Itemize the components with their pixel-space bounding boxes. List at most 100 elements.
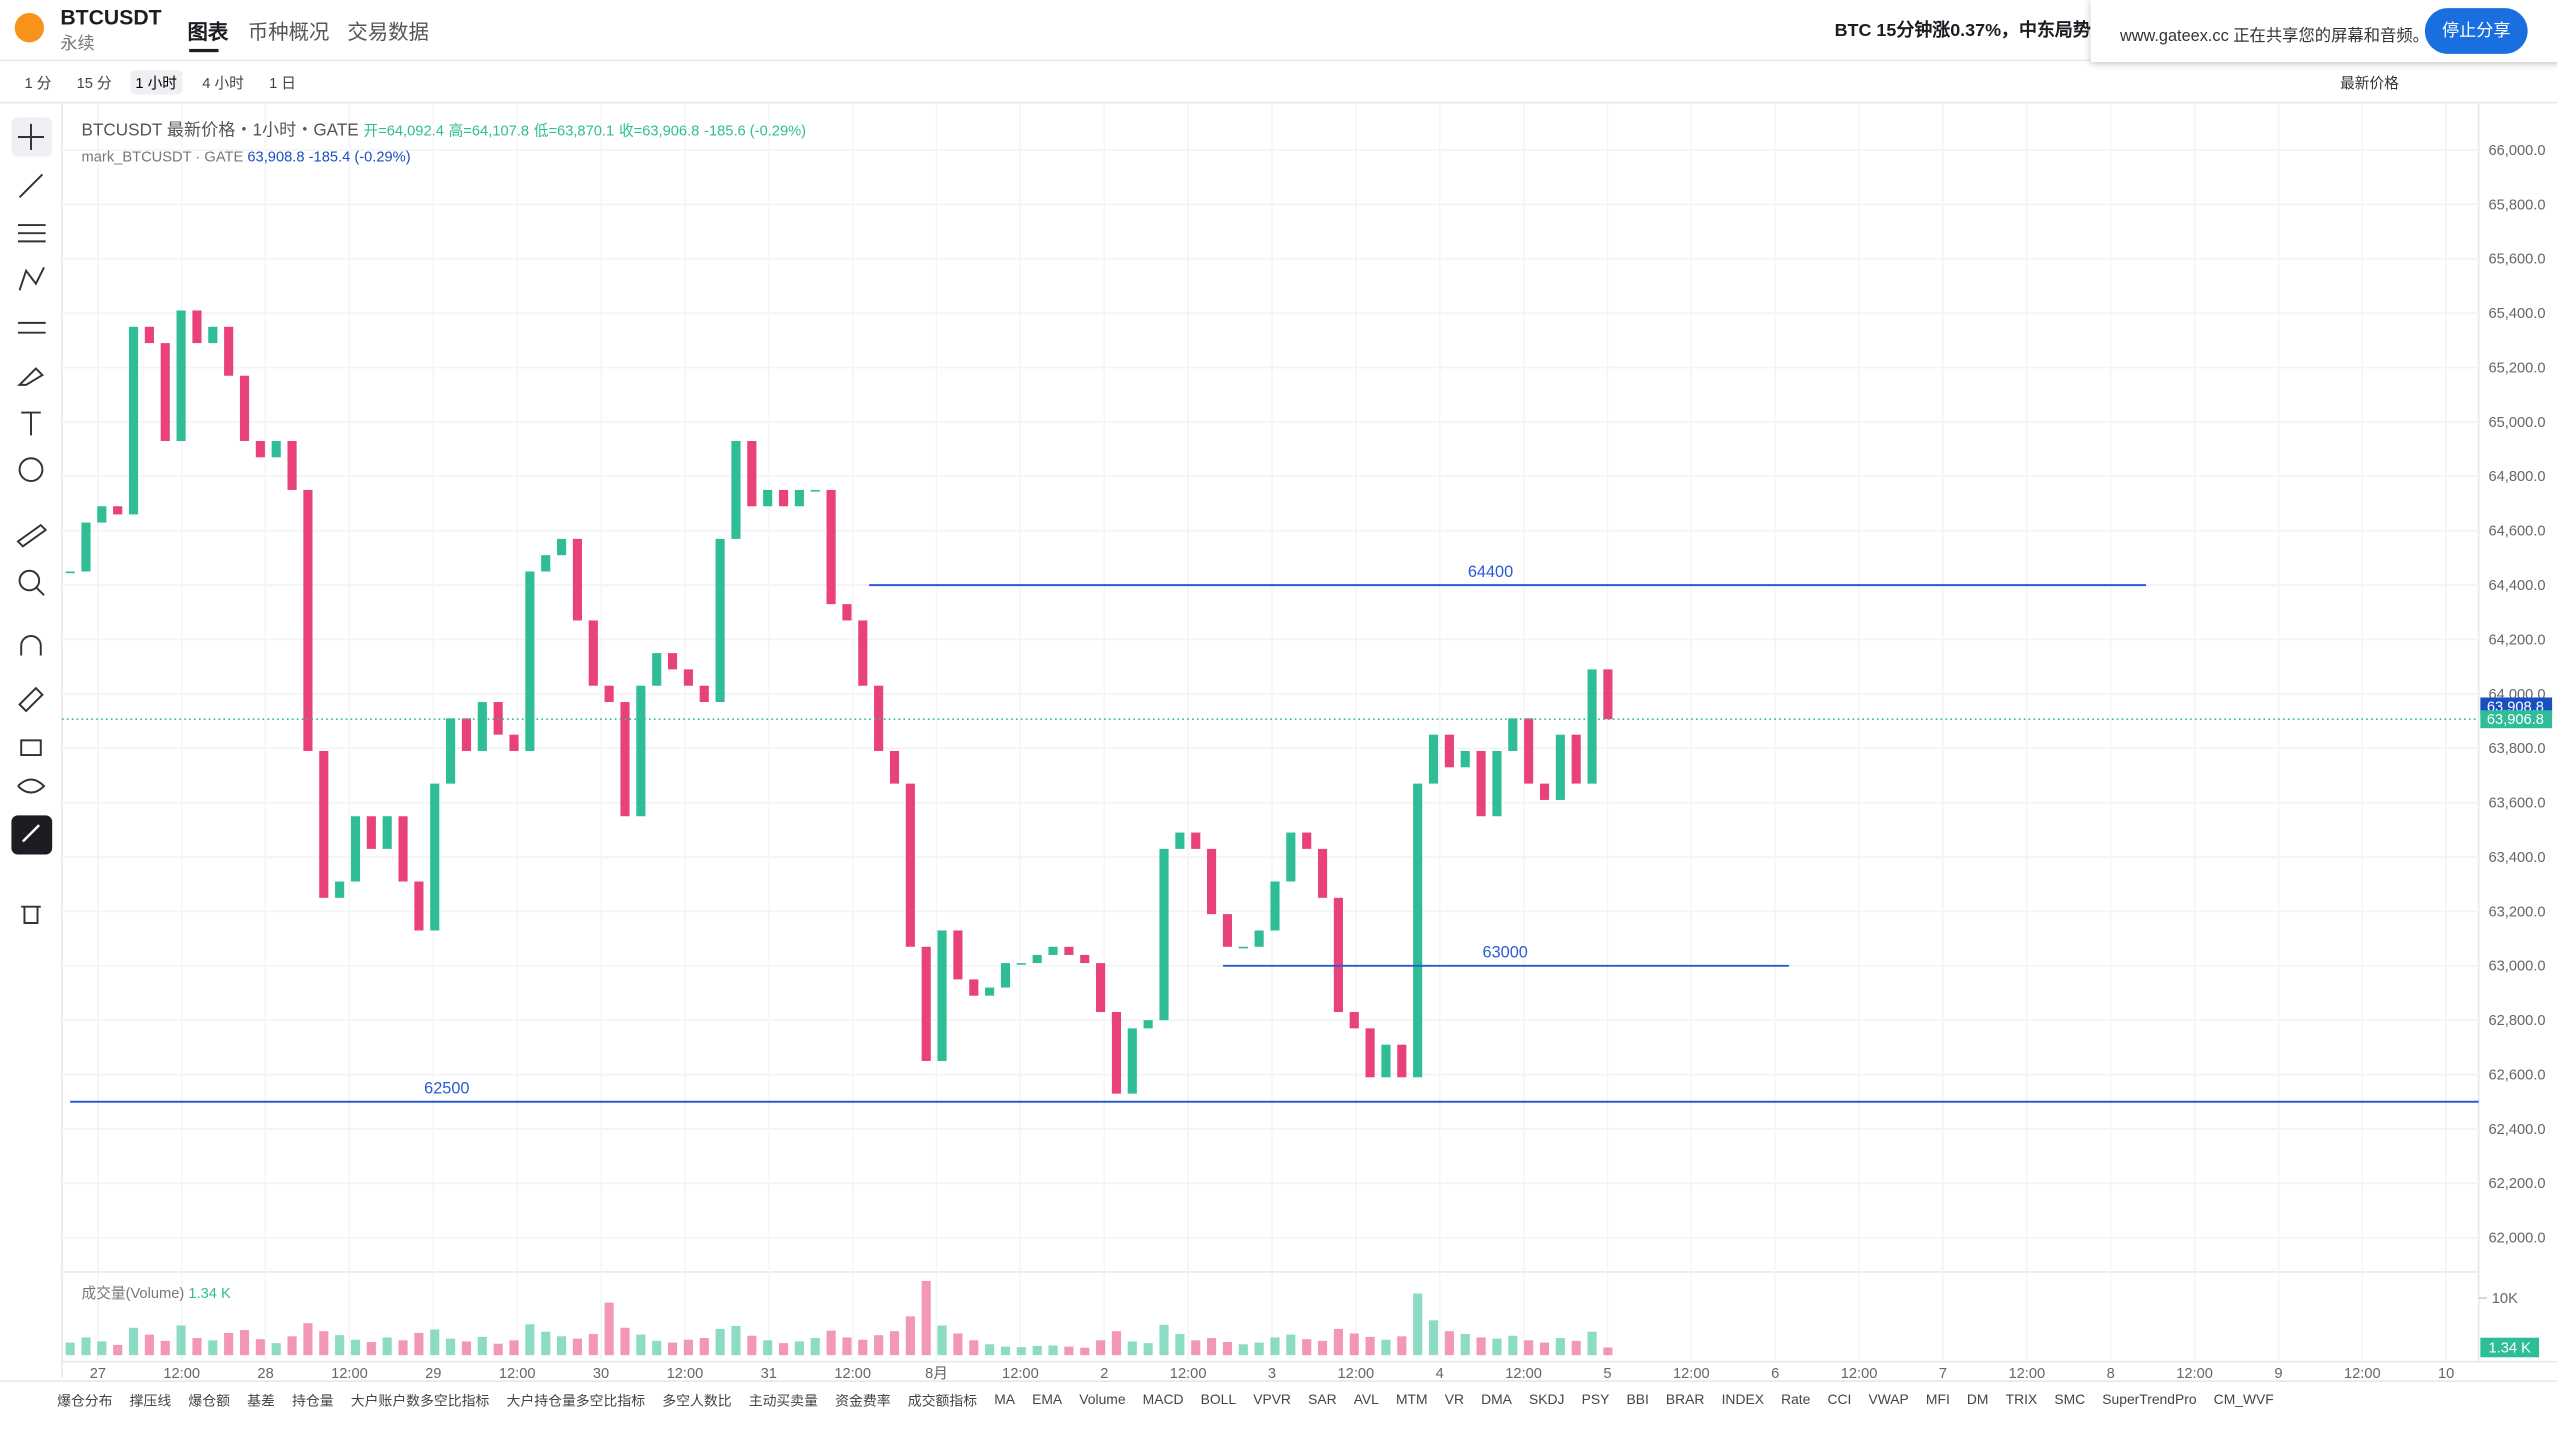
indicator-tab[interactable]: 撑压线 <box>129 1392 172 1409</box>
indicator-tab[interactable]: Rate <box>1781 1391 1811 1408</box>
indicator-tab[interactable]: VPVR <box>1253 1391 1291 1408</box>
volume-bar <box>826 1330 836 1356</box>
candle <box>398 816 408 882</box>
candle <box>826 489 836 605</box>
volume-bar <box>1096 1340 1106 1356</box>
candle <box>461 718 472 751</box>
volume-bar <box>1444 1331 1454 1356</box>
legend-title: BTCUSDT 最新价格・1小时・GATE <box>81 120 359 141</box>
legend-change: -185.6 (-0.29%) <box>704 122 807 139</box>
y-tick-label: 65,600.0 <box>2489 252 2546 268</box>
volume-bar <box>319 1331 329 1356</box>
candle <box>1032 954 1042 964</box>
volume-bar <box>1349 1333 1359 1356</box>
legend: BTCUSDT 最新价格・1小时・GATE 开=64,092.4 高=64,10… <box>82 117 807 141</box>
volume-bar <box>810 1338 820 1356</box>
price-type[interactable]: 最新价格 <box>2340 75 2399 92</box>
y-tick-label: 62,400.0 <box>2489 1122 2546 1138</box>
indicator-tab[interactable]: EMA <box>1032 1391 1063 1408</box>
indicator-tab[interactable]: 基差 <box>247 1392 275 1409</box>
volume-bar <box>1555 1338 1565 1356</box>
volume-bar <box>699 1338 709 1356</box>
tab[interactable]: 交易数据 <box>347 21 429 45</box>
indicator-tab[interactable]: MTM <box>1396 1391 1428 1408</box>
x-tick-label: 28 <box>257 1366 273 1382</box>
candle <box>477 702 487 751</box>
x-tick-label: 10 <box>2438 1366 2454 1382</box>
stop-share-button[interactable]: 停止分享 <box>2424 8 2528 54</box>
indicator-tab[interactable]: DMA <box>1481 1391 1512 1408</box>
candle <box>493 702 503 735</box>
volume-bar <box>557 1336 567 1356</box>
indicator-tab[interactable]: SMC <box>2054 1391 2086 1408</box>
volume-bar <box>271 1343 281 1356</box>
volume-bar <box>81 1337 91 1356</box>
x-tick-label: 9 <box>2274 1366 2282 1382</box>
indicator-tab[interactable]: BOLL <box>1200 1391 1237 1408</box>
volume-bar <box>430 1329 440 1356</box>
volume-bar <box>715 1328 725 1356</box>
indicator-tab[interactable]: CCI <box>1827 1391 1852 1408</box>
indicator-tab[interactable]: 爆仓分布 <box>57 1392 113 1409</box>
symbol[interactable]: BTCUSDT <box>60 4 162 30</box>
candle <box>1397 1044 1407 1078</box>
volume-bar <box>636 1334 646 1356</box>
indicator-tab[interactable]: AVL <box>1353 1391 1379 1408</box>
indicator-tab[interactable]: PSY <box>1581 1391 1610 1408</box>
interval[interactable]: 15 分 <box>76 75 112 92</box>
indicator-tab[interactable]: BRAR <box>1665 1391 1705 1408</box>
candle <box>1016 963 1026 965</box>
news[interactable]: BTC 15分钟涨0.37%，中东局势持 <box>1834 21 2109 41</box>
volume-bar <box>160 1340 170 1356</box>
candle <box>1444 734 1454 768</box>
candle <box>144 326 154 344</box>
x-tick-label: 12:00 <box>331 1366 368 1382</box>
indicator-tab[interactable]: 多空人数比 <box>662 1392 732 1409</box>
indicator-tab[interactable]: TRIX <box>2005 1391 2038 1408</box>
indicator-tab[interactable]: 资金费率 <box>835 1392 891 1409</box>
interval[interactable]: 1 日 <box>269 75 297 92</box>
interval[interactable]: 1 小时 <box>130 70 182 95</box>
indicator-tab[interactable]: SKDJ <box>1529 1391 1565 1408</box>
indicator-tab[interactable]: 主动买卖量 <box>748 1392 819 1409</box>
volume-bar <box>1302 1339 1312 1356</box>
candle <box>1159 848 1169 1021</box>
interval[interactable]: 4 小时 <box>202 75 244 92</box>
indicator-tab[interactable]: MFI <box>1925 1391 1950 1408</box>
volume-bar <box>303 1323 313 1356</box>
indicator-tab[interactable]: 爆仓额 <box>188 1392 231 1409</box>
indicator-tab[interactable]: 大户账户数多空比指标 <box>350 1392 490 1409</box>
candle <box>1175 832 1185 849</box>
indicator-tab[interactable]: VWAP <box>1868 1391 1909 1408</box>
interval[interactable]: 1 分 <box>24 75 52 92</box>
indicator-tab[interactable]: SuperTrendPro <box>2102 1391 2197 1408</box>
tab[interactable]: 币种概况 <box>247 21 330 45</box>
indicator-tab[interactable]: DM <box>1966 1391 1989 1408</box>
candle <box>192 310 202 344</box>
indicator-tab[interactable]: 持仓量 <box>292 1392 334 1409</box>
indicator-tab[interactable]: 大户持仓量多空比指标 <box>506 1392 646 1409</box>
share-panel: www.gateex.cc 正在共享您的屏幕和音频。 停止分享 <box>2090 0 2557 62</box>
indicator-tab[interactable]: CM_WVF <box>2213 1391 2274 1408</box>
x-tick-label: 12:00 <box>1505 1366 1542 1382</box>
volume-bar <box>414 1332 424 1356</box>
volume-bar <box>477 1336 487 1356</box>
indicator-tab[interactable]: VR <box>1444 1391 1464 1408</box>
volume-bar <box>937 1325 947 1356</box>
volume-bar <box>128 1327 139 1356</box>
candle <box>113 506 123 515</box>
indicator-tab[interactable]: 成交额指标 <box>907 1392 978 1409</box>
volume-bar <box>192 1338 202 1356</box>
indicator-tab[interactable]: BBI <box>1626 1391 1649 1408</box>
indicator-tab[interactable]: Volume <box>1079 1391 1126 1408</box>
indicator-tab[interactable]: SAR <box>1308 1391 1337 1408</box>
tab[interactable]: 图表 <box>187 21 229 45</box>
indicator-tab[interactable]: MACD <box>1142 1391 1184 1408</box>
y-tick-label: 64,600.0 <box>2489 524 2546 540</box>
volume-bar <box>1571 1340 1581 1356</box>
indicator-tab[interactable]: INDEX <box>1721 1391 1764 1408</box>
last-price-tag <box>2480 710 2553 729</box>
indicator-tab[interactable]: MA <box>994 1391 1016 1408</box>
tool-icons[interactable] <box>16 123 48 924</box>
